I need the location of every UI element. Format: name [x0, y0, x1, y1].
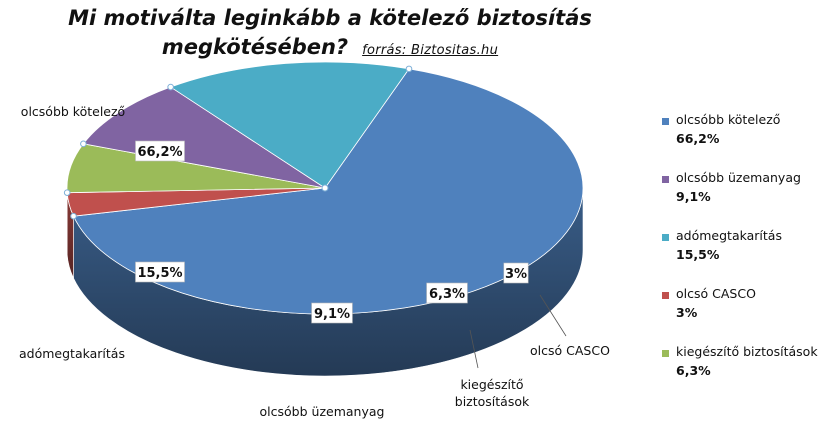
value-label-text-2: 6,3%	[429, 287, 465, 302]
legend-item: olcsó CASCO 3%	[662, 286, 837, 344]
value-label-0: 66,2%	[135, 140, 185, 162]
value-label-text-4: 15,5%	[137, 266, 182, 281]
title-line-2: megkötésében? forrás: Biztositas.hu	[0, 33, 660, 65]
legend-swatch	[662, 234, 669, 241]
legend: olcsóbb kötelező 66,2% olcsóbb üzemanyag 9,…	[662, 112, 837, 402]
category-label-0: olcsóbb kötelező	[21, 104, 125, 119]
value-label-3: 9,1%	[311, 302, 353, 324]
leader-line-kieg	[469, 329, 479, 369]
legend-value: 3%	[676, 305, 698, 320]
value-label-2: 6,3%	[426, 282, 468, 304]
legend-value: 6,3%	[676, 363, 711, 378]
pie-edge-marker-3	[80, 140, 87, 148]
title-line-2-text: megkötésében?	[161, 35, 349, 59]
category-label-4: adómegtakarítás	[19, 346, 125, 361]
legend-value: 15,5%	[676, 247, 720, 262]
value-label-4: 15,5%	[135, 261, 185, 283]
legend-value: 9,1%	[676, 189, 711, 204]
legend-swatch	[662, 350, 669, 357]
source-label: forrás: Biztositas.hu	[362, 43, 499, 58]
pie-slice-4	[169, 61, 410, 189]
pie-edge-marker-4	[167, 83, 174, 91]
chart-title: Mi motiválta leginkább a kötelező biztos…	[0, 4, 660, 65]
pie-slice-0	[72, 68, 584, 315]
legend-item: olcsóbb üzemanyag 9,1%	[662, 170, 837, 228]
legend-item: kiegészítő biztosítások 6,3%	[662, 344, 837, 402]
pie-edge-marker-1	[70, 212, 77, 220]
value-label-1: 3%	[503, 262, 529, 284]
legend-label: olcsóbb kötelező	[676, 112, 781, 127]
legend-item: adómegtakarítás 15,5%	[662, 228, 837, 286]
legend-label: olcsó CASCO	[676, 286, 756, 301]
pie-edge-marker-0	[405, 65, 413, 73]
value-label-text-0: 66,2%	[137, 145, 182, 160]
legend-label: kiegészítő biztosítások	[676, 344, 818, 359]
value-label-text-1: 3%	[505, 267, 527, 282]
legend-swatch	[662, 176, 669, 183]
legend-swatch	[662, 292, 669, 299]
category-label-2-1: biztosítások	[455, 394, 530, 409]
title-line-1: Mi motiválta leginkább a kötelező biztos…	[68, 6, 592, 30]
category-label-1: olcsó CASCO	[530, 343, 610, 358]
legend-label: olcsóbb üzemanyag	[676, 170, 801, 185]
category-label-3: olcsóbb üzemanyag	[260, 404, 385, 419]
value-label-text-3: 9,1%	[314, 307, 350, 322]
legend-swatch	[662, 118, 669, 125]
legend-value: 66,2%	[676, 131, 720, 146]
leader-line-casco	[539, 294, 567, 337]
category-label-2-0: kiegészítő	[460, 377, 523, 392]
legend-item: olcsóbb kötelező 66,2%	[662, 112, 837, 170]
pie-center-marker	[321, 184, 329, 192]
pie-edge-marker-2	[63, 189, 71, 196]
pie-slice-3	[82, 86, 326, 189]
legend-label: adómegtakarítás	[676, 228, 782, 243]
